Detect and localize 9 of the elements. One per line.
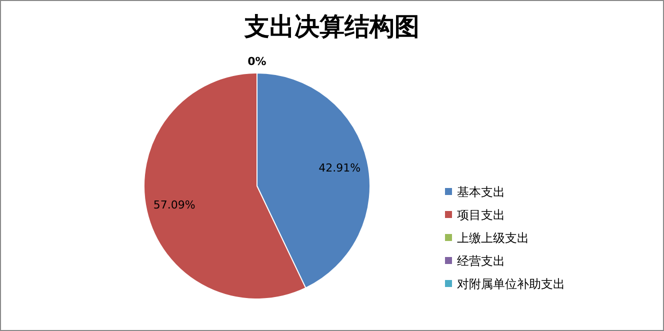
data-label: 42.91% (318, 161, 361, 174)
legend-label: 经营支出 (457, 254, 505, 268)
legend-label: 项目支出 (457, 208, 505, 222)
legend-label: 对附属单位补助支出 (457, 277, 565, 291)
data-label: 57.09% (153, 198, 196, 212)
chart-title: 支出决算结构图 (244, 12, 420, 41)
text: 0% (248, 55, 266, 68)
legend-label: 基本支出 (457, 185, 505, 199)
legend-label: 上缴上级支出 (457, 231, 529, 245)
